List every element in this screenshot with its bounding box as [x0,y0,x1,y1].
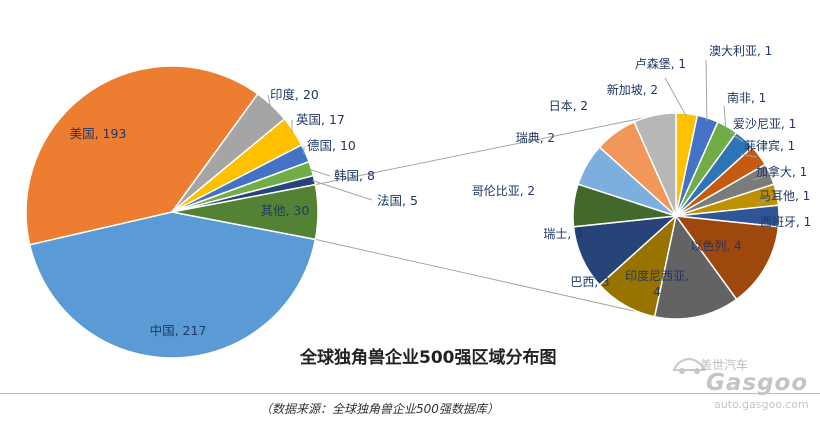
secondary-pie-label-8: 以色列, 4 [690,239,741,253]
secondary-pie-label-7: 西班牙, 1 [760,215,811,229]
secondary-pie-label-15: 新加坡, 2 [607,82,658,97]
watermark-logo: Gasgoo [706,370,808,396]
main-leader-line-6 [313,181,373,200]
secondary-pie-label-9-line2: 4 [653,285,661,299]
chart-title: 全球独角兽企业500强区域分布图 [300,343,557,368]
secondary-pie-label-6: 马耳他, 1 [759,189,810,203]
secondary-pie-label-10: 巴西, 3 [570,275,609,289]
secondary-pie-label-5: 加拿大, 1 [756,164,807,179]
secondary-pie-label-4: 菲律宾, 1 [744,138,795,153]
secondary-pie-label-13: 瑞典, 2 [516,131,555,145]
main-pie-label-1: 美国, 193 [70,126,127,141]
watermark-url: auto.gasgoo.com [714,398,809,411]
main-pie-label-0: 中国, 217 [150,323,207,338]
secondary-pie-label-2: 南非, 1 [727,90,766,105]
secondary-pie-label-1: 澳大利亚, 1 [709,44,772,58]
divider-line [0,393,820,394]
secondary-pie-label-9: 印度尼西亚, [625,268,689,283]
secondary-pie-label-12: 哥伦比亚, 2 [472,183,535,198]
secondary-pie-label-14: 日本, 2 [549,99,588,113]
secondary-pie-label-3: 爱沙尼亚, 1 [733,117,796,131]
main-pie-label-5: 韩国, 8 [334,168,375,183]
main-pie-label-7: 其他, 30 [261,203,310,218]
main-pie-label-4: 德国, 10 [307,138,356,153]
data-source-note: （数据来源：全球独角兽企业500强数据库） [260,400,499,417]
main-pie-label-6: 法国, 5 [377,193,418,208]
main-pie-label-3: 英国, 17 [296,112,345,127]
secondary-pie-label-0: 卢森堡, 1 [635,56,686,71]
secondary-leader-line-1 [706,60,707,121]
secondary-pie-label-11: 瑞士, 3 [543,227,582,241]
main-pie-label-2: 印度, 20 [270,87,319,102]
secondary-leader-line-0 [665,78,687,117]
